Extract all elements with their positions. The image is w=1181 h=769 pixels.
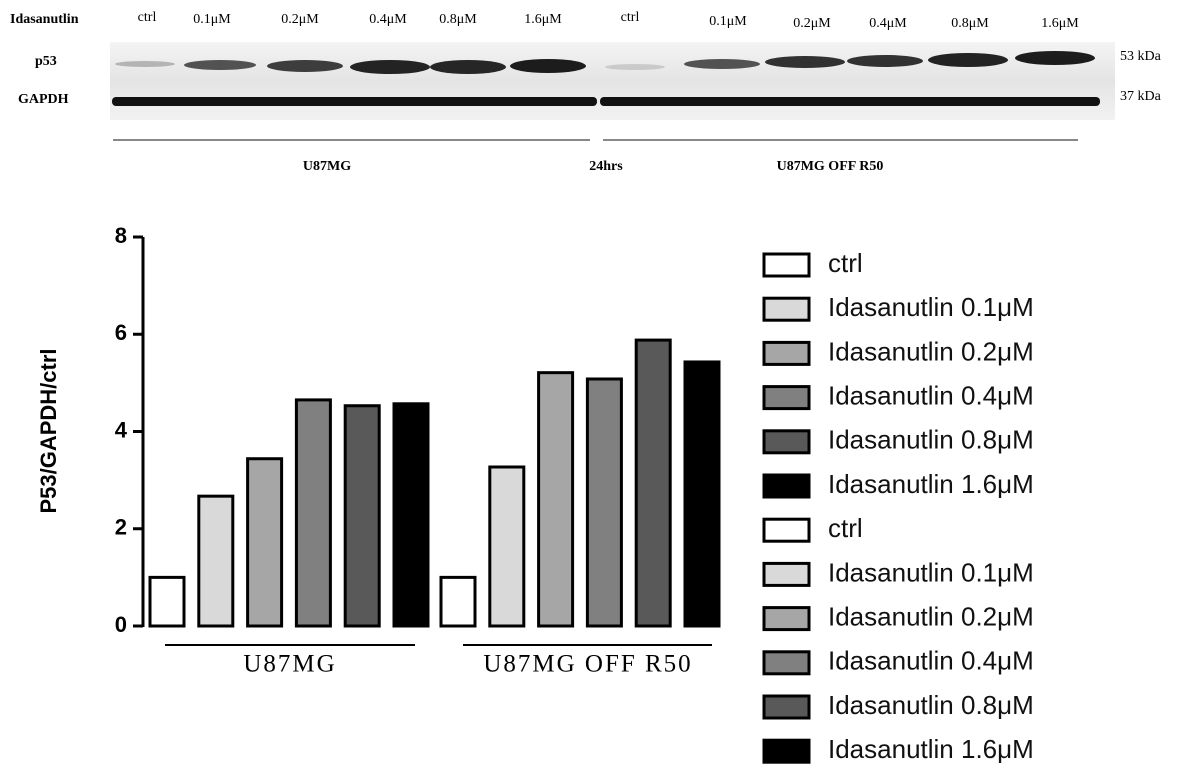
- lane-label: ctrl: [138, 10, 157, 25]
- legend-label: ctrl: [828, 248, 863, 278]
- group-label: U87MG: [303, 159, 351, 174]
- legend-swatch: [764, 608, 809, 630]
- lane-label: 0.2μM: [281, 12, 319, 27]
- legend-label: Idasanutlin 0.2μM: [828, 601, 1034, 631]
- legend-swatch: [764, 387, 809, 409]
- figure: Idasanutlin p53 GAPDH 53 kDa 37 kDa U87M…: [0, 0, 1181, 769]
- legend-swatch: [764, 298, 809, 320]
- treatment-label: Idasanutlin: [10, 12, 79, 27]
- lane-label: 1.6μM: [1041, 16, 1079, 31]
- legend-label: Idasanutlin 0.4μM: [828, 380, 1034, 410]
- bar: [539, 373, 573, 626]
- bar: [296, 400, 330, 626]
- y-tick-label: 0: [115, 612, 127, 637]
- bar: [150, 577, 184, 626]
- lane-label: 1.6μM: [524, 12, 562, 27]
- bar: [587, 379, 621, 626]
- band-label: p53: [35, 54, 57, 69]
- legend-swatch: [764, 475, 809, 497]
- bar: [394, 404, 428, 626]
- y-tick-label: 2: [115, 515, 127, 540]
- legend-label: Idasanutlin 0.1μM: [828, 292, 1034, 322]
- lane-label: 0.8μM: [951, 16, 989, 31]
- gapdh-bands: [112, 97, 1100, 106]
- bar: [248, 459, 282, 626]
- time-label: 24hrs: [589, 159, 623, 174]
- legend-label: Idasanutlin 1.6μM: [828, 469, 1034, 499]
- y-tick-label: 8: [115, 223, 127, 248]
- legend-label: Idasanutlin 0.4μM: [828, 646, 1034, 676]
- bar: [345, 406, 379, 626]
- bar: [636, 340, 670, 626]
- lane-label: 0.1μM: [709, 14, 747, 29]
- legend-label: Idasanutlin 0.8μM: [828, 690, 1034, 720]
- legend-label: Idasanutlin 1.6μM: [828, 734, 1034, 764]
- legend-label: Idasanutlin 0.8μM: [828, 425, 1034, 455]
- legend-label: Idasanutlin 0.2μM: [828, 336, 1034, 366]
- size-label: 53 kDa: [1120, 49, 1162, 64]
- legend-swatch: [764, 519, 809, 541]
- lane-label: 0.8μM: [439, 12, 477, 27]
- group-label: U87MG OFF R50: [777, 159, 884, 174]
- bar: [490, 467, 524, 626]
- bar: [199, 496, 233, 626]
- y-tick-label: 4: [115, 417, 128, 442]
- legend-swatch: [764, 740, 809, 762]
- x-group-label: U87MG: [243, 651, 336, 678]
- legend-swatch: [764, 254, 809, 276]
- band-label: GAPDH: [18, 92, 69, 107]
- lane-label: 0.1μM: [193, 12, 231, 27]
- lane-label: 0.4μM: [869, 16, 907, 31]
- bar: [685, 362, 719, 626]
- lane-label: 0.4μM: [369, 12, 407, 27]
- y-tick-label: 6: [115, 320, 127, 345]
- legend-swatch: [764, 563, 809, 585]
- legend-label: Idasanutlin 0.1μM: [828, 557, 1034, 587]
- lane-label: 0.2μM: [793, 16, 831, 31]
- legend-swatch: [764, 652, 809, 674]
- bar: [441, 577, 475, 626]
- size-label: 37 kDa: [1120, 89, 1162, 104]
- x-group-label: U87MG OFF R50: [483, 651, 692, 678]
- western-blot: Idasanutlin p53 GAPDH 53 kDa 37 kDa U87M…: [10, 12, 1162, 174]
- legend-label: ctrl: [828, 513, 863, 543]
- legend-swatch: [764, 696, 809, 718]
- legend-swatch: [764, 342, 809, 364]
- y-axis-label: P53/GAPDH/ctrl: [36, 348, 61, 513]
- legend-swatch: [764, 431, 809, 453]
- lane-label: ctrl: [621, 10, 640, 25]
